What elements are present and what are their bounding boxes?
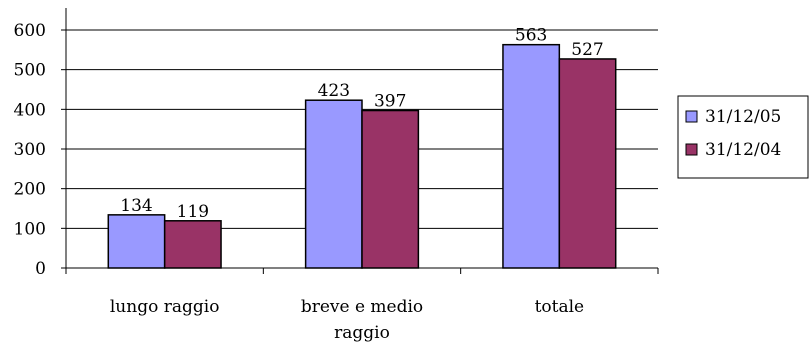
data-label: 134	[120, 196, 152, 216]
y-tick-label: 200	[14, 180, 46, 200]
data-labels: 134 119 423 397 563 527	[120, 26, 603, 222]
data-label: 423	[318, 81, 350, 101]
data-label: 397	[374, 92, 406, 112]
legend-label: 31/12/05	[705, 107, 781, 127]
axes: 0 100 200 300 400 500 600 lungo raggio breve e m…	[14, 8, 659, 343]
legend: 31/12/05 31/12/04	[677, 95, 809, 179]
x-category-label: lungo raggio	[110, 297, 220, 317]
legend-box	[677, 95, 809, 179]
data-label: 119	[177, 202, 209, 222]
bar	[163, 220, 222, 269]
bar	[304, 99, 363, 269]
y-tick-label: 500	[14, 61, 46, 81]
y-tick-label: 400	[14, 100, 46, 120]
y-tick-label: 600	[14, 21, 46, 41]
bar	[107, 214, 166, 269]
y-tick-label: 300	[14, 140, 46, 160]
x-category-label: breve e medio	[301, 297, 423, 317]
y-tick-label: 0	[35, 259, 46, 279]
y-tick-label: 100	[14, 219, 46, 239]
legend-swatch	[685, 143, 698, 156]
data-label: 563	[515, 26, 547, 46]
data-label: 527	[571, 40, 603, 60]
legend-swatch	[685, 110, 698, 123]
bar	[361, 109, 420, 269]
x-category-label: totale	[535, 297, 585, 317]
x-category-label: raggio	[334, 323, 390, 343]
bar	[502, 43, 561, 269]
bars	[107, 43, 617, 269]
legend-label: 31/12/04	[705, 140, 781, 160]
bar	[558, 58, 617, 269]
